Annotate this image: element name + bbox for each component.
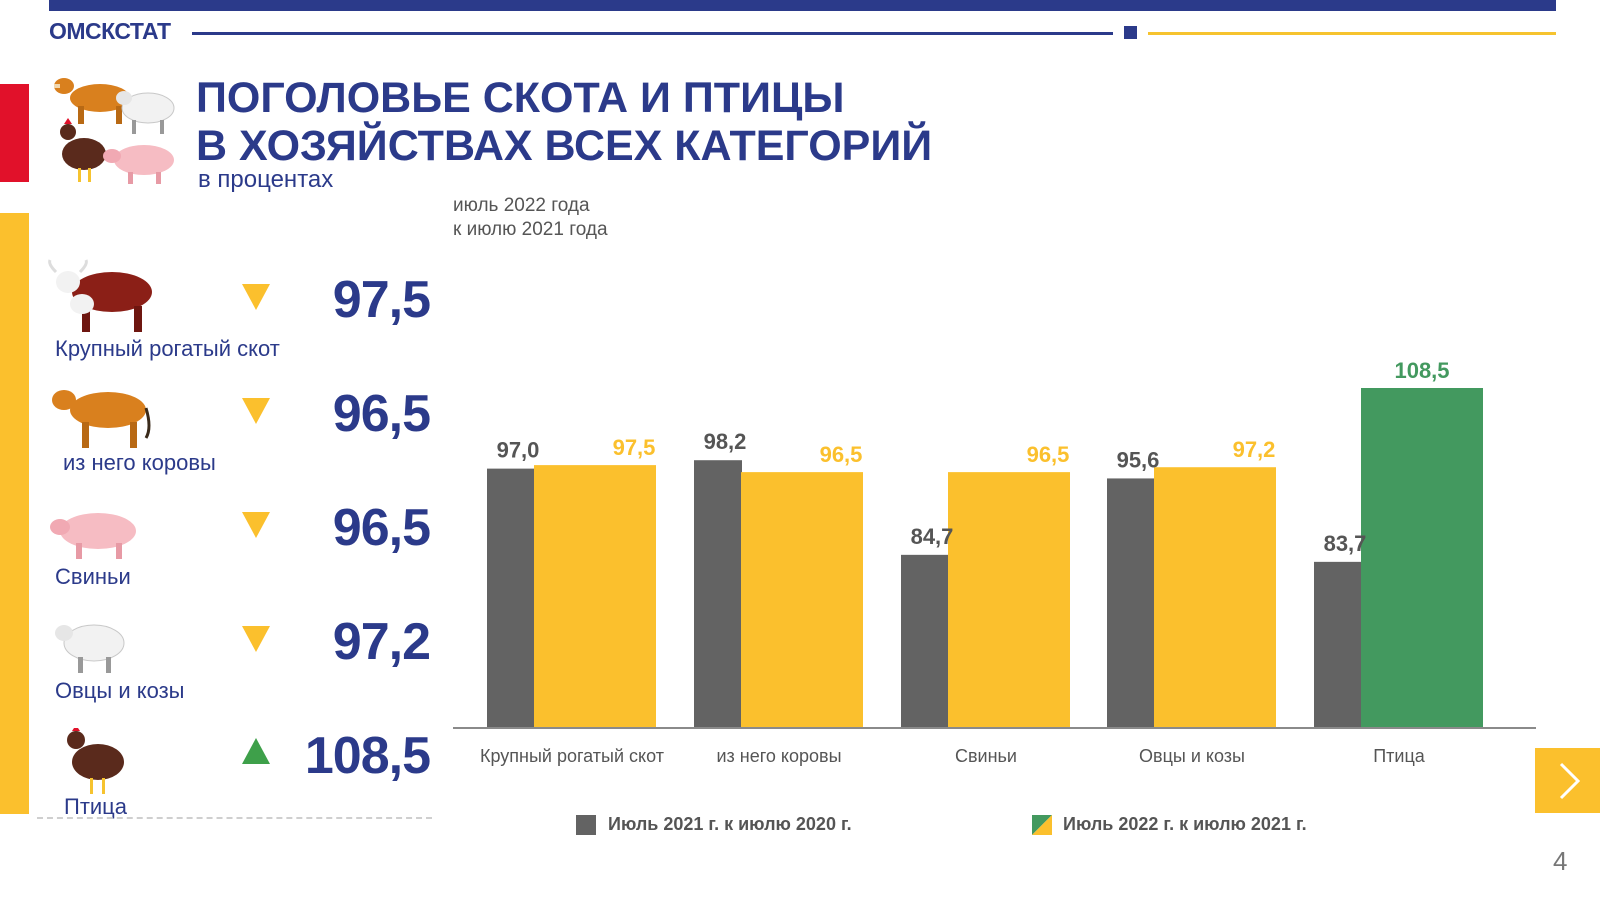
data-label-2022: 96,5 <box>820 442 863 467</box>
summary-label-sheep: Овцы и козы <box>55 678 185 703</box>
summary-value-poultry: 108,5 <box>304 727 431 785</box>
data-label-2022: 97,5 <box>613 435 656 460</box>
bar-2021 <box>1107 478 1155 728</box>
data-label-2021: 84,7 <box>911 524 954 549</box>
data-label-2021: 97,0 <box>497 438 540 463</box>
next-slide-button[interactable] <box>1535 748 1600 813</box>
header-rule-square <box>1124 26 1137 39</box>
data-label-2021: 98,2 <box>704 429 747 454</box>
trend-down-icon <box>242 398 270 424</box>
top-band <box>49 0 1556 11</box>
chart-bars: 97,0 97,5 98,2 96,5 84,7 96,5 95,6 97,2 83,7 108,… <box>487 358 1483 728</box>
bar-2021 <box>901 554 949 728</box>
period-note-line-2: к июлю 2021 года <box>453 219 608 240</box>
summary-label-cows: из него коровы <box>63 450 216 475</box>
bar-2022 <box>1361 388 1483 728</box>
bar-2022 <box>534 465 656 728</box>
title-line-1: ПОГОЛОВЬЕ СКОТА И ПТИЦЫ <box>196 74 845 122</box>
chart-category-labels: Крупный рогатый скот из него коровы Свиньи… <box>480 746 1426 766</box>
summary-label-cattle: Крупный рогатый скот <box>55 336 280 361</box>
cow-figure <box>54 78 130 124</box>
trend-up-icon <box>242 738 270 764</box>
page-title: ПОГОЛОВЬЕ СКОТА И ПТИЦЫ В ХОЗЯЙСТВАХ ВСЕ… <box>196 74 932 170</box>
category-label: Свиньи <box>955 746 1017 766</box>
legend-label-2021: Июль 2021 г. к июлю 2020 г. <box>608 814 852 834</box>
pig-icon <box>50 513 136 559</box>
summary-label-pigs: Свиньи <box>55 564 131 589</box>
data-label-2022: 96,5 <box>1027 442 1070 467</box>
summary-value-pigs: 96,5 <box>332 499 431 557</box>
category-label: Овцы и козы <box>1139 746 1245 766</box>
bar-2022 <box>741 472 863 728</box>
period-note: июль 2022 года к июлю 2021 года <box>453 194 608 242</box>
chicken-icon <box>67 728 124 794</box>
category-label: Птица <box>1373 746 1426 766</box>
period-note-line-1: июль 2022 года <box>453 195 590 216</box>
summary-value-sheep: 97,2 <box>332 613 431 671</box>
units-subtitle: в процентах <box>198 166 334 193</box>
bar-2021 <box>1314 561 1362 728</box>
legend-label-2022: Июль 2022 г. к июлю 2021 г. <box>1063 814 1307 834</box>
cattle-icon <box>48 259 152 332</box>
pig-figure <box>103 145 174 184</box>
data-label-2022: 97,2 <box>1233 437 1276 462</box>
page-number: 4 <box>1553 846 1568 876</box>
livestock-group-icon <box>54 78 175 184</box>
chicken-figure <box>60 118 106 182</box>
trend-down-icon <box>242 284 270 310</box>
sheep-figure <box>116 91 175 134</box>
data-label-2021: 83,7 <box>1324 531 1367 556</box>
header-rule-blue <box>192 32 1113 35</box>
legend-swatch-2022 <box>1032 815 1052 835</box>
data-label-2021: 95,6 <box>1117 447 1160 472</box>
legend-swatch-2021 <box>576 815 596 835</box>
bar-2021 <box>694 460 742 728</box>
category-label: из него коровы <box>716 746 841 766</box>
trend-down-icon <box>242 512 270 538</box>
trend-down-icon <box>242 626 270 652</box>
summary-label-poultry: Птица <box>64 794 128 819</box>
header-rule-yellow <box>1148 32 1556 35</box>
cow-icon <box>52 390 151 448</box>
title-line-2: В ХОЗЯЙСТВАХ ВСЕХ КАТЕГОРИЙ <box>196 122 933 170</box>
side-accent-red <box>0 84 29 182</box>
bar-2021 <box>487 468 535 728</box>
bar-2022 <box>948 472 1070 728</box>
summary-divider <box>37 817 432 819</box>
summary-value-cattle: 97,5 <box>332 271 431 329</box>
bar-2022 <box>1154 467 1276 728</box>
brand-logo-text: ОМСКСТАТ <box>49 18 171 44</box>
data-label-2022: 108,5 <box>1394 358 1449 383</box>
side-accent-yellow <box>0 213 29 814</box>
sheep-icon <box>55 624 125 673</box>
summary-value-cows: 96,5 <box>332 385 431 443</box>
category-label: Крупный рогатый скот <box>480 746 664 766</box>
chevron-right-icon <box>1559 762 1581 800</box>
